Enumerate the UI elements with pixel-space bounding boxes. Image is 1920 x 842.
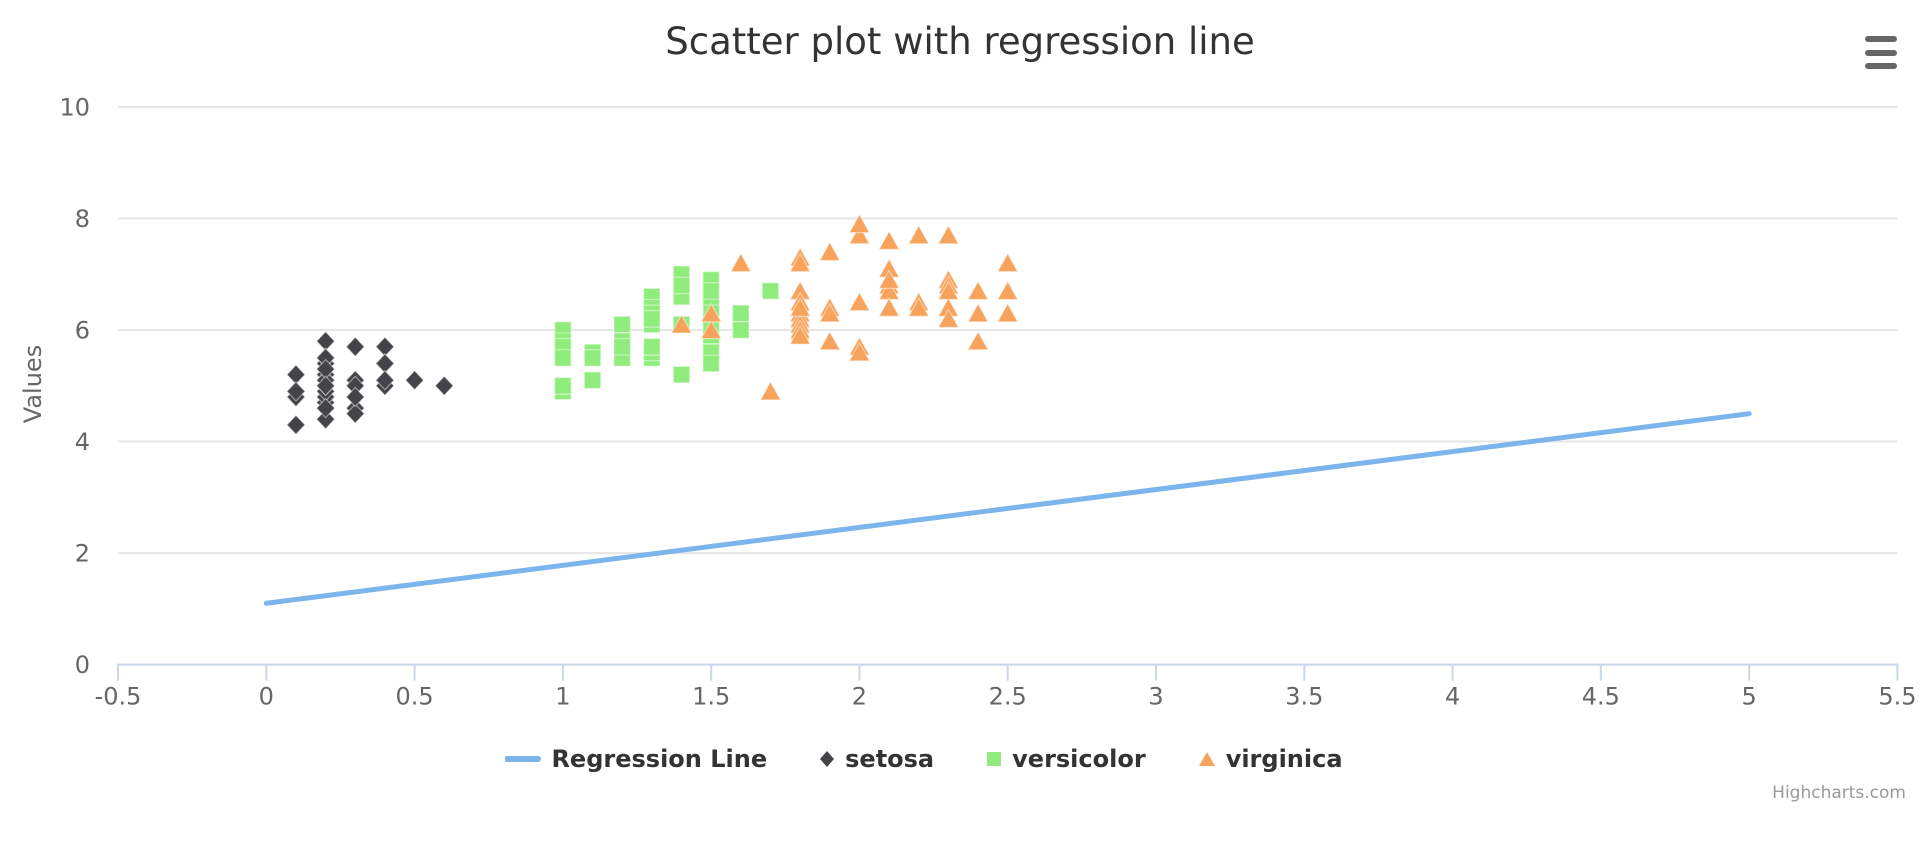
scatter-point-virginica[interactable]	[818, 302, 841, 323]
scatter-point-virginica[interactable]	[789, 252, 812, 273]
legend: Regression Line setosa versicolor virgin…	[0, 741, 1848, 777]
hamburger-menu-icon	[1865, 36, 1897, 42]
scatter-point-versicolor[interactable]	[672, 276, 691, 295]
scatter-point-virginica[interactable]	[759, 380, 782, 401]
square-symbol-icon	[987, 752, 1002, 766]
legend-item-versicolor[interactable]: versicolor	[986, 745, 1146, 773]
scatter-point-versicolor[interactable]	[672, 365, 691, 384]
scatter-point-setosa[interactable]	[315, 375, 336, 397]
x-axis-tick-label: 5	[1742, 683, 1757, 711]
scatter-point-versicolor[interactable]	[702, 282, 721, 300]
x-axis-tick-label: 4	[1445, 683, 1460, 711]
scatter-point-versicolor[interactable]	[554, 376, 572, 395]
x-axis-tick-label: 2.5	[989, 683, 1027, 711]
scatter-point-virginica[interactable]	[967, 280, 990, 301]
y-axis-tick-label: 6	[75, 317, 90, 345]
scatter-point-versicolor[interactable]	[702, 354, 721, 373]
x-axis-tick-label: 4.5	[1582, 683, 1620, 711]
scatter-point-virginica[interactable]	[937, 224, 960, 245]
y-axis-tick-label: 8	[75, 205, 90, 233]
scatter-point-virginica[interactable]	[967, 302, 990, 323]
legend-label: virginica	[1225, 745, 1343, 773]
y-axis-tick-label: 2	[75, 540, 90, 568]
y-axis-tick-label: 0	[75, 651, 90, 679]
scatter-point-versicolor[interactable]	[583, 349, 602, 367]
legend-item-virginica[interactable]: virginica	[1198, 745, 1343, 773]
x-axis-tick-label: 0.5	[395, 683, 433, 711]
scatter-point-versicolor[interactable]	[642, 337, 661, 356]
scatter-point-virginica[interactable]	[996, 280, 1019, 301]
scatter-point-virginica[interactable]	[907, 224, 930, 245]
x-axis-tick-label: 5.5	[1878, 683, 1916, 711]
scatter-point-versicolor[interactable]	[613, 315, 632, 334]
scatter-point-setosa[interactable]	[345, 336, 366, 358]
scatter-point-virginica[interactable]	[848, 213, 871, 234]
regression-line[interactable]	[263, 411, 1752, 606]
diamond-symbol-icon	[820, 751, 835, 767]
scatter-point-versicolor[interactable]	[761, 282, 780, 300]
scatter-point-setosa[interactable]	[315, 397, 336, 419]
scatter-point-virginica[interactable]	[818, 241, 841, 262]
highcharts-credits-link[interactable]: Highcharts.com	[1772, 783, 1906, 803]
legend-label: setosa	[845, 745, 935, 773]
scatter-point-virginica[interactable]	[729, 252, 752, 273]
scatter-point-setosa[interactable]	[345, 403, 366, 425]
legend-item-setosa[interactable]: setosa	[819, 745, 934, 773]
scatter-point-virginica[interactable]	[848, 224, 871, 245]
scatter-point-setosa[interactable]	[286, 414, 306, 436]
scatter-point-virginica[interactable]	[996, 252, 1019, 273]
scatter-point-virginica[interactable]	[670, 313, 693, 334]
legend-label: Regression Line	[551, 745, 768, 773]
x-axis-tick-label: 1	[555, 683, 570, 711]
scatter-point-virginica[interactable]	[996, 302, 1019, 323]
x-axis-tick-label: 1.5	[692, 683, 730, 711]
x-axis-tick-label: 3.5	[1285, 683, 1323, 711]
scatter-point-virginica[interactable]	[818, 330, 841, 351]
scatter-point-setosa[interactable]	[345, 386, 366, 408]
legend-label: versicolor	[1012, 745, 1146, 773]
y-axis-tick-label: 10	[59, 94, 90, 122]
hamburger-menu-icon	[1865, 49, 1897, 56]
x-axis-tick-label: -0.5	[95, 683, 142, 711]
scatter-point-versicolor[interactable]	[642, 310, 661, 328]
legend-item-regression-line[interactable]: Regression Line	[505, 745, 767, 773]
scatter-point-virginica[interactable]	[789, 324, 812, 345]
chart-title: Scatter plot with regression line	[665, 20, 1255, 63]
scatter-point-virginica[interactable]	[789, 297, 812, 317]
line-symbol-icon	[505, 756, 542, 762]
scatter-point-setosa[interactable]	[375, 369, 395, 391]
x-axis-tick-label: 0	[259, 683, 274, 711]
scatter-point-versicolor[interactable]	[613, 337, 632, 356]
scatter-point-virginica[interactable]	[937, 308, 960, 328]
scatter-point-virginica[interactable]	[878, 269, 901, 289]
scatter-point-versicolor[interactable]	[583, 371, 602, 390]
scatter-point-virginica[interactable]	[878, 230, 901, 250]
scatter-point-versicolor[interactable]	[731, 321, 750, 339]
scatter-point-setosa[interactable]	[286, 381, 306, 402]
y-axis-tick-label: 4	[75, 428, 90, 456]
scatter-point-virginica[interactable]	[967, 330, 990, 351]
scatter-point-versicolor[interactable]	[731, 304, 750, 323]
scatter-point-virginica[interactable]	[848, 291, 871, 312]
scatter-point-virginica[interactable]	[878, 297, 901, 317]
triangle-symbol-icon	[1198, 752, 1215, 766]
scatter-point-setosa[interactable]	[434, 375, 455, 397]
scatter-point-virginica[interactable]	[848, 341, 871, 362]
chart-context-menu-button[interactable]	[1865, 36, 1897, 69]
x-axis-tick-label: 3	[1148, 683, 1163, 711]
scatter-point-virginica[interactable]	[937, 280, 960, 301]
x-axis-tick-label: 2	[852, 683, 867, 711]
scatter-point-virginica[interactable]	[907, 297, 930, 317]
scatter-point-virginica[interactable]	[700, 302, 723, 323]
scatter-point-virginica[interactable]	[700, 319, 723, 340]
scatter-point-versicolor[interactable]	[554, 349, 572, 367]
scatter-point-setosa[interactable]	[315, 408, 336, 430]
hamburger-menu-icon	[1865, 63, 1897, 69]
scatter-point-setosa[interactable]	[404, 369, 425, 391]
